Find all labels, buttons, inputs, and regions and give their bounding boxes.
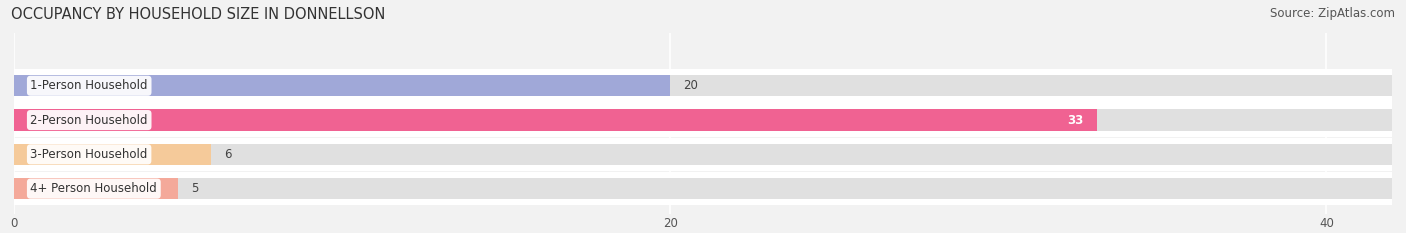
Bar xyxy=(14,103,1392,137)
Text: 20: 20 xyxy=(683,79,699,92)
Text: 3-Person Household: 3-Person Household xyxy=(31,148,148,161)
Bar xyxy=(14,75,671,96)
Bar xyxy=(14,178,1392,199)
Text: 1-Person Household: 1-Person Household xyxy=(31,79,148,92)
Bar xyxy=(14,110,1392,131)
Text: 2-Person Household: 2-Person Household xyxy=(31,113,148,127)
Text: Source: ZipAtlas.com: Source: ZipAtlas.com xyxy=(1270,7,1395,20)
Text: 6: 6 xyxy=(224,148,232,161)
Text: 4+ Person Household: 4+ Person Household xyxy=(31,182,157,195)
Bar xyxy=(14,69,1392,103)
Bar xyxy=(14,144,211,165)
Text: 5: 5 xyxy=(191,182,198,195)
Bar xyxy=(14,172,1392,206)
Bar xyxy=(14,110,1097,131)
Bar xyxy=(14,144,1392,165)
Text: 33: 33 xyxy=(1067,113,1084,127)
Bar xyxy=(14,137,1392,171)
Bar xyxy=(14,178,179,199)
Bar xyxy=(14,75,1392,96)
Text: OCCUPANCY BY HOUSEHOLD SIZE IN DONNELLSON: OCCUPANCY BY HOUSEHOLD SIZE IN DONNELLSO… xyxy=(11,7,385,22)
